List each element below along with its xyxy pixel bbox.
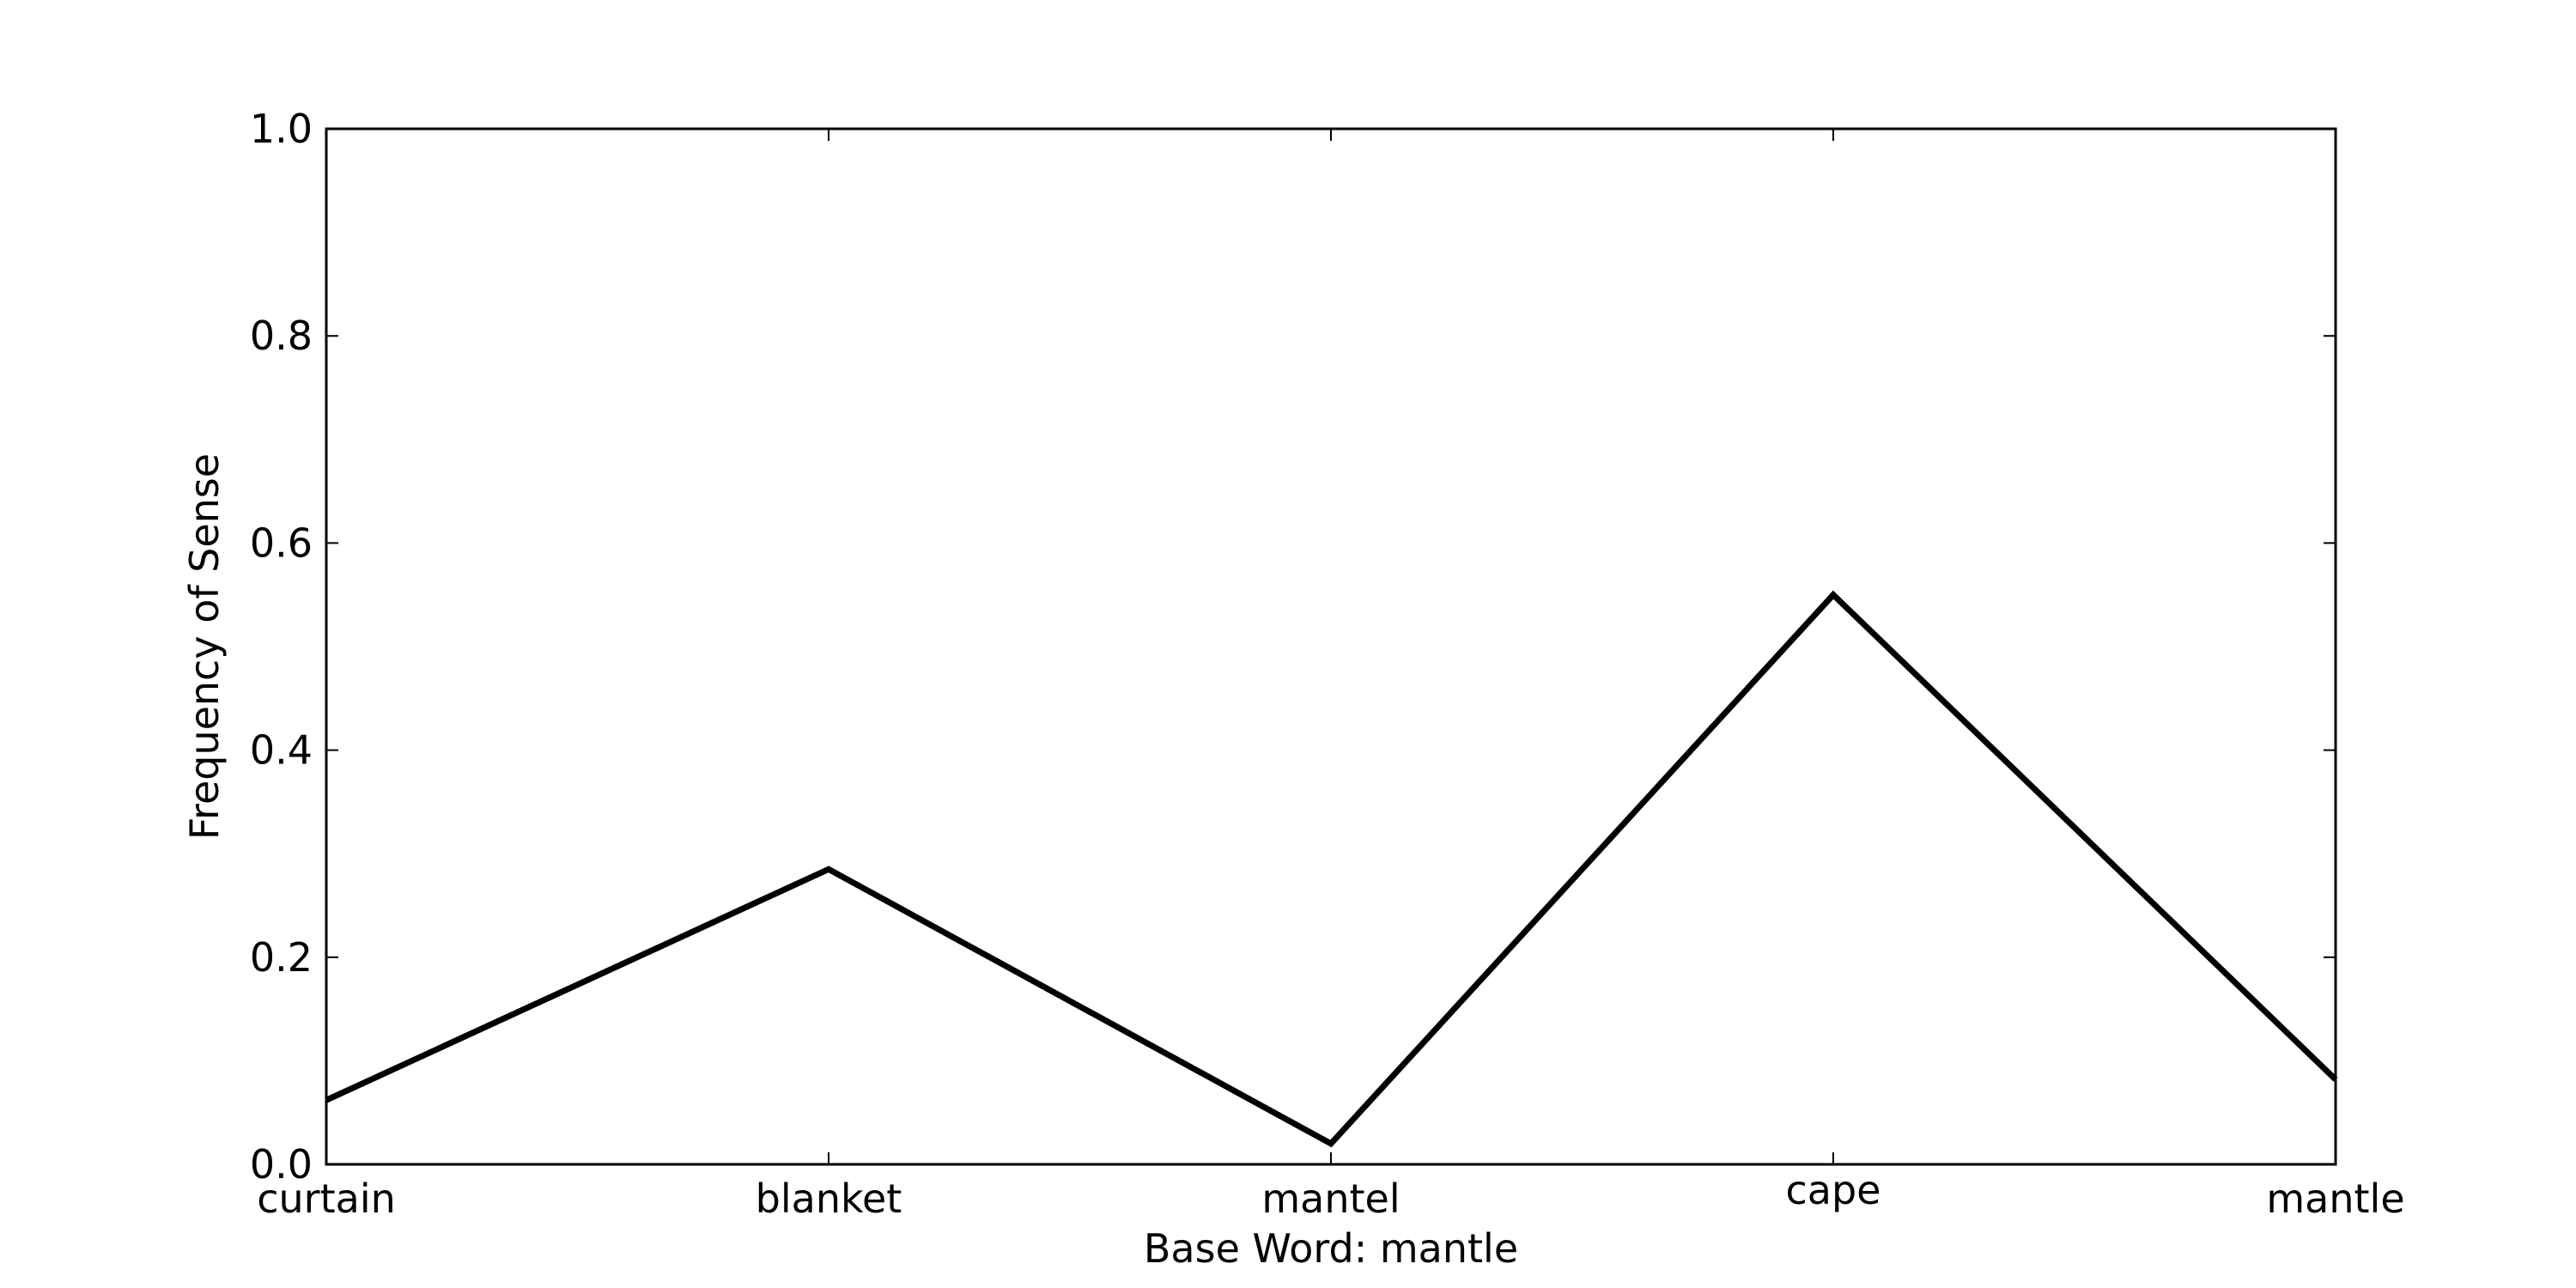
y-tick-label: 0.6 xyxy=(250,519,313,566)
series-layer xyxy=(325,590,2338,1148)
y-tick-label: 0.4 xyxy=(250,727,313,774)
x-tick-label: mantle xyxy=(2266,1176,2404,1222)
y-tick-label: 0.0 xyxy=(250,1141,313,1188)
plot-frame xyxy=(325,127,2337,1166)
y-axis-title: Frequency of Sense xyxy=(181,453,228,840)
ticks-layer xyxy=(325,128,2336,1165)
y-tick-label: 1.0 xyxy=(250,106,313,152)
x-tick-label: blanket xyxy=(756,1176,902,1222)
x-axis-title: Base Word: mantle xyxy=(1144,1225,1518,1272)
series-line xyxy=(325,590,2338,1148)
y-tick-label: 0.2 xyxy=(250,934,313,981)
labels-layer: 0.0 0.2 0.4 0.6 0.8 1.0 curtain blanket mantel ca… xyxy=(250,106,2405,1222)
x-tick-label: mantel xyxy=(1261,1176,1400,1222)
x-tick-label: curtain xyxy=(257,1176,396,1222)
x-tick-label: cape xyxy=(1786,1167,1881,1213)
y-tick-label: 0.8 xyxy=(250,313,313,359)
